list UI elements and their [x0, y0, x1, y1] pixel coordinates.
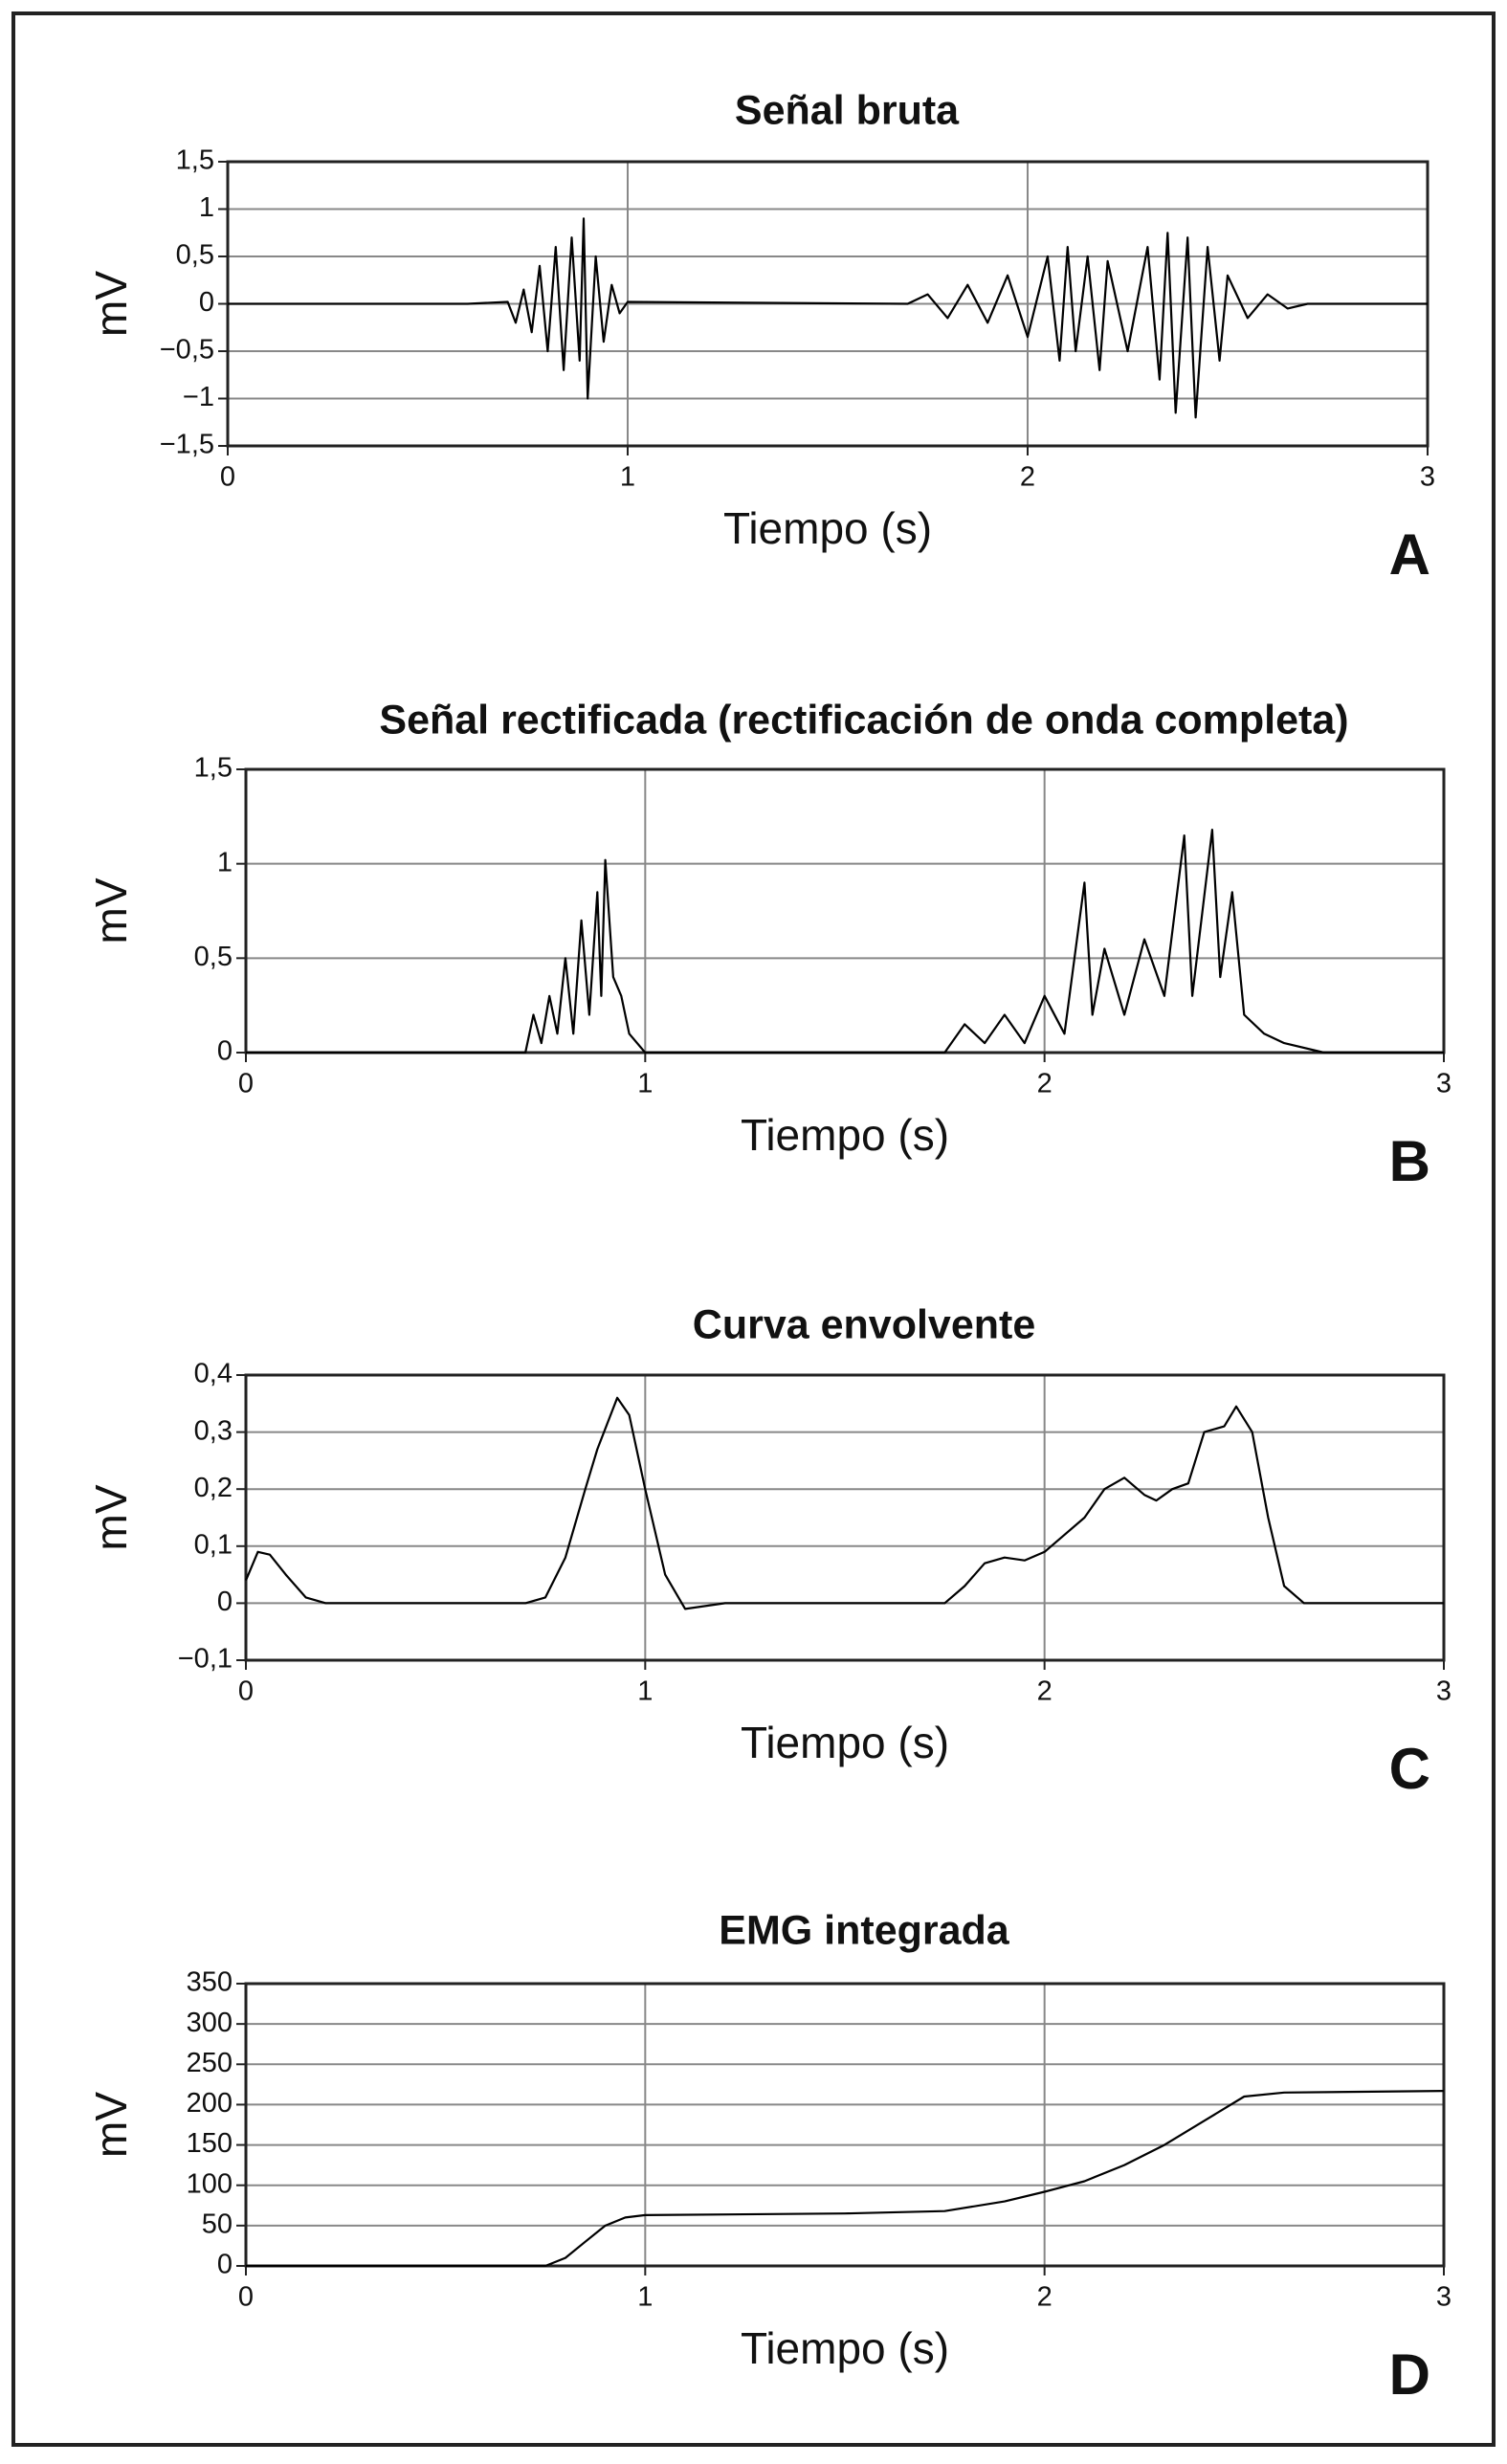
signal-line	[228, 217, 1428, 419]
y-tick-label: 150	[187, 2128, 233, 2159]
x-tick-label: 2	[1037, 2282, 1053, 2313]
y-tick-label: 250	[187, 2048, 233, 2078]
x-tick-label: 3	[1436, 2282, 1452, 2313]
chart-title: Señal bruta	[735, 87, 960, 133]
y-tick-label: 350	[187, 1967, 233, 1998]
chart-title: EMG integrada	[719, 1907, 1010, 1953]
panel-label: C	[1389, 1737, 1430, 1801]
x-tick-label: 0	[238, 1676, 254, 1707]
x-axis-label: Tiempo (s)	[741, 2323, 949, 2373]
y-tick-label: 100	[187, 2168, 233, 2199]
y-axis-label: mV	[86, 877, 136, 943]
y-tick-label: 0,3	[194, 1415, 233, 1446]
signal-line	[246, 2090, 1445, 2268]
y-tick-label: −0,1	[178, 1644, 233, 1675]
panel-label: B	[1389, 1129, 1430, 1193]
y-axis-label: mV	[86, 271, 136, 337]
y-tick-label: 0	[217, 1036, 233, 1067]
x-tick-label: 0	[238, 1069, 254, 1099]
x-tick-label: 1	[637, 1069, 653, 1099]
y-tick-label: −1	[183, 382, 214, 412]
plot-frame	[244, 1982, 1446, 2268]
y-tick-label: 1	[217, 847, 233, 877]
y-tick-label: −0,5	[160, 335, 214, 366]
y-tick-label: 1,5	[194, 753, 233, 784]
signal-line	[244, 1396, 1444, 1610]
x-tick-label: 3	[1436, 1676, 1452, 1707]
y-tick-label: 0,5	[176, 240, 214, 271]
x-tick-label: 2	[1020, 462, 1035, 493]
signal-line	[246, 829, 1444, 1054]
panel-label: D	[1389, 2342, 1430, 2407]
y-tick-label: 0,4	[194, 1359, 233, 1389]
y-tick-label: 200	[187, 2088, 233, 2119]
x-tick-label: 3	[1420, 462, 1435, 493]
panel-label: A	[1389, 522, 1430, 587]
frame	[11, 11, 1496, 2447]
x-axis-label: Tiempo (s)	[741, 1110, 949, 1160]
y-tick-label: 0	[217, 2250, 233, 2280]
y-tick-label: 0	[199, 287, 214, 318]
y-tick-label: 300	[187, 2008, 233, 2038]
y-tick-label: 0,1	[194, 1529, 233, 1560]
x-axis-label: Tiempo (s)	[723, 503, 932, 553]
x-axis-label: Tiempo (s)	[741, 1718, 949, 1767]
chart-title: Curva envolvente	[693, 1301, 1035, 1347]
x-tick-label: 0	[238, 2282, 254, 2313]
y-tick-label: 0	[217, 1587, 233, 1617]
x-tick-label: 0	[220, 462, 235, 493]
y-tick-label: −1,5	[160, 430, 214, 460]
x-tick-label: 3	[1436, 1069, 1452, 1099]
plot-frame	[244, 767, 1446, 1054]
x-tick-label: 1	[637, 1676, 653, 1707]
plot-frame	[244, 1373, 1446, 1662]
x-tick-label: 2	[1037, 1069, 1053, 1099]
x-tick-label: 2	[1037, 1676, 1053, 1707]
y-tick-label: 1,5	[176, 145, 214, 176]
x-tick-label: 1	[620, 462, 635, 493]
chart-title: Señal rectificada (rectificación de onda…	[379, 697, 1348, 743]
y-tick-label: 0,2	[194, 1473, 233, 1503]
y-axis-label: mV	[86, 2092, 136, 2158]
y-tick-label: 1	[199, 192, 214, 223]
y-axis-label: mV	[86, 1484, 136, 1550]
y-tick-label: 0,5	[194, 942, 233, 972]
x-tick-label: 1	[637, 2282, 653, 2313]
y-tick-label: 50	[202, 2209, 233, 2240]
